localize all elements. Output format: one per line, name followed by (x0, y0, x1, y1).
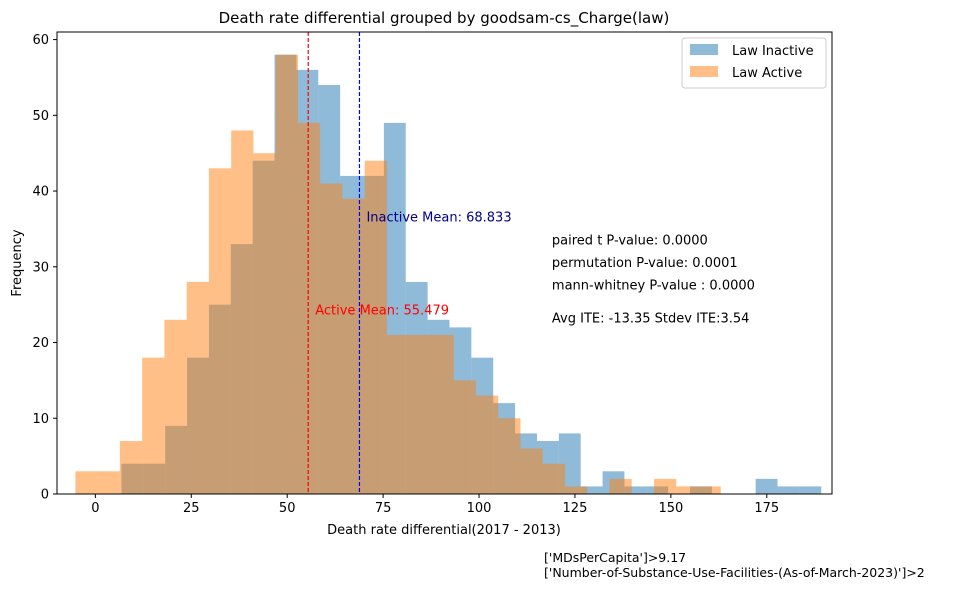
histogram-bar (186, 281, 209, 494)
histogram-bar (453, 380, 476, 494)
x-tick-label: 100 (467, 501, 492, 516)
histogram-bar (698, 486, 721, 494)
x-tick-label: 150 (658, 501, 683, 516)
y-axis-label: Frequency (10, 229, 25, 296)
histogram-bar (624, 486, 647, 494)
histogram-bar (564, 486, 588, 494)
histogram-bar (799, 486, 822, 494)
x-axis-label: Death rate differential(2017 - 2013) (327, 523, 561, 538)
stats-annotation: permutation P-value: 0.0001 (552, 256, 738, 271)
y-axis: 0 10 20 30 40 50 60 (32, 33, 57, 503)
stats-annotation: paired t P-value: 0.0000 (552, 233, 708, 248)
filter-note-1: ['MDsPerCapita']>9.17 (544, 550, 687, 565)
y-tick-label: 20 (32, 336, 49, 351)
y-tick-label: 40 (32, 185, 49, 200)
filter-note-2: ['Number-of-Substance-Use-Facilities-(As… (544, 565, 925, 580)
histogram-bar (164, 319, 187, 494)
legend-swatch-active (690, 66, 718, 77)
histogram-bar (755, 478, 778, 494)
filter-notes: ['MDsPerCapita']>9.17 ['Number-of-Substa… (544, 550, 925, 580)
y-tick-label: 50 (32, 109, 49, 124)
histogram-bar (431, 334, 454, 494)
histogram-bar (253, 153, 276, 494)
histogram-bar (475, 395, 499, 494)
histogram-bar (542, 463, 565, 494)
histogram-bar (777, 486, 800, 494)
x-tick-label: 125 (563, 501, 588, 516)
stats-annotation: mann-whitney P-value : 0.0000 (552, 279, 755, 294)
histogram-bar (520, 448, 543, 494)
histogram-bar (208, 168, 232, 494)
histogram-bar (580, 486, 603, 494)
histogram-bar (653, 478, 677, 494)
histogram-bar (342, 198, 365, 494)
histogram-bar (297, 122, 321, 494)
stats-annotations: paired t P-value: 0.0000 permutation P-va… (552, 233, 755, 326)
histogram-bar (498, 418, 521, 494)
x-tick-label: 50 (279, 501, 296, 516)
plot-area: Inactive Mean: 68.833 Active Mean: 55.479 (75, 32, 822, 495)
histogram-bar (409, 334, 432, 494)
legend: Law Inactive Law Active (681, 37, 827, 89)
y-tick-label: 60 (32, 33, 49, 48)
active-mean-label: Active Mean: 55.479 (315, 304, 449, 319)
x-tick-label: 25 (183, 501, 200, 516)
histogram-bar (231, 130, 254, 494)
histogram-bar (275, 54, 298, 494)
x-tick-label: 75 (375, 501, 392, 516)
histogram-bar (75, 471, 98, 494)
histogram-bar (386, 334, 410, 494)
legend-label-active: Law Active (732, 66, 802, 81)
histogram-bar (320, 183, 343, 494)
y-tick-label: 10 (32, 412, 49, 427)
histogram-bar (364, 160, 387, 495)
legend-label-inactive: Law Inactive (732, 44, 814, 59)
y-tick-label: 0 (41, 488, 49, 503)
stats-annotation: Avg ITE: -13.35 Stdev ITE:3.54 (552, 311, 750, 326)
histogram-bar (119, 440, 143, 494)
chart-title: Death rate differential grouped by goods… (219, 9, 670, 28)
histogram-bar (142, 357, 165, 494)
plot-frame (56, 31, 833, 495)
x-tick-label: 175 (754, 501, 779, 516)
histogram-bar (676, 486, 699, 494)
x-axis: 0 25 50 75 100 125 150 175 (91, 494, 779, 516)
histogram-bar (97, 471, 120, 494)
inactive-mean-label: Inactive Mean: 68.833 (366, 211, 511, 226)
legend-swatch-inactive (690, 44, 718, 55)
y-tick-label: 30 (32, 260, 49, 275)
x-tick-label: 0 (91, 501, 99, 516)
histogram-bar (609, 478, 632, 494)
